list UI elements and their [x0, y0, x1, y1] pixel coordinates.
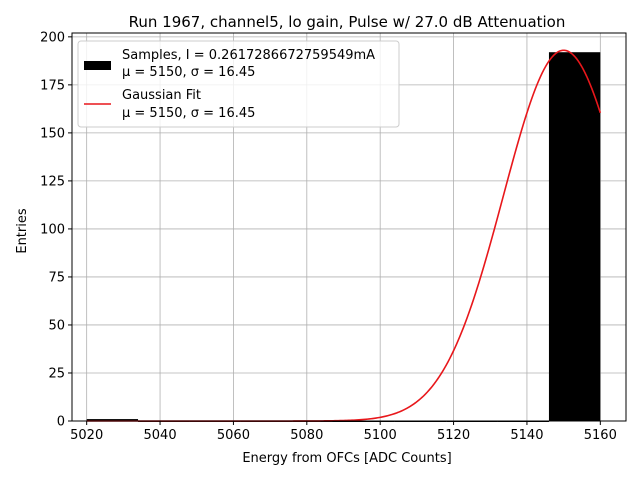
y-tick-label: 125	[40, 174, 65, 189]
x-tick-label: 5040	[144, 428, 177, 443]
legend-samples-swatch	[84, 61, 111, 70]
y-tick-label: 75	[48, 270, 65, 285]
y-tick-label: 150	[40, 126, 65, 141]
x-axis-label: Energy from OFCs [ADC Counts]	[242, 451, 451, 466]
x-tick-label: 5140	[510, 428, 543, 443]
x-axis-ticks: 5020 5040 5060 5080 5100 5120 5140 5160	[70, 421, 617, 443]
histogram-bar	[548, 52, 601, 422]
legend-samples-stats: μ = 5150, σ = 16.45	[122, 65, 255, 80]
y-tick-label: 200	[40, 30, 65, 45]
legend-samples-label: Samples, I = 0.2617286672759549mA	[122, 48, 375, 63]
y-axis-label: Entries	[15, 208, 30, 254]
x-tick-label: 5060	[217, 428, 250, 443]
y-tick-label: 100	[40, 222, 65, 237]
x-tick-label: 5020	[70, 428, 103, 443]
legend-fit-label: Gaussian Fit	[122, 88, 201, 103]
legend-box	[77, 40, 400, 128]
y-tick-label: 0	[57, 415, 65, 430]
chart-title: Run 1967, channel5, lo gain, Pulse w/ 27…	[129, 13, 566, 31]
x-tick-label: 5120	[437, 428, 470, 443]
y-tick-label: 175	[40, 78, 65, 93]
legend-fit-stats: μ = 5150, σ = 16.45	[122, 106, 255, 121]
x-tick-label: 5160	[584, 428, 617, 443]
y-axis-ticks: 0 25 50 75 100 125 150 175 200	[40, 30, 72, 430]
x-tick-label: 5080	[290, 428, 323, 443]
plot-frame	[71, 32, 627, 422]
histogram-bar	[86, 419, 139, 421]
legend: Samples, I = 0.2617286672759549mA μ = 51…	[77, 40, 400, 128]
y-tick-label: 50	[48, 318, 65, 333]
x-tick-label: 5100	[364, 428, 397, 443]
y-tick-label: 25	[48, 366, 65, 381]
